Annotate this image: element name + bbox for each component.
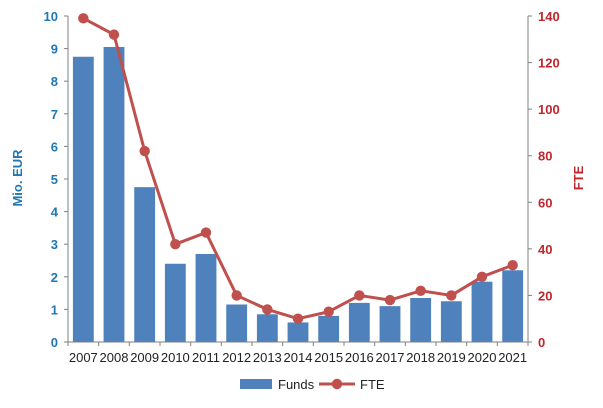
funds-bar-2013	[256, 314, 278, 342]
right-axis-title: FTE	[571, 165, 586, 190]
fte-point-2019	[446, 290, 457, 301]
left-tick-label: 4	[51, 205, 59, 220]
right-tick-label: 20	[538, 288, 552, 303]
right-tick-label: 100	[538, 102, 560, 117]
fte-point-2013	[262, 304, 273, 315]
x-tick-label: 2021	[498, 350, 527, 365]
fte-point-2009	[139, 145, 150, 157]
x-tick-label: 2017	[376, 350, 405, 365]
fte-point-2021	[507, 259, 518, 271]
fte-point-2014	[292, 313, 304, 324]
funds-bar-2015	[318, 315, 340, 342]
funds-bar-2007	[72, 56, 94, 342]
funds-bar-2020	[471, 281, 493, 342]
funds-bar-2021	[502, 270, 524, 342]
fte-point-2010	[170, 239, 181, 250]
right-tick-label: 0	[538, 335, 545, 350]
x-tick-label: 2014	[284, 350, 313, 365]
funds-bar-2012	[226, 304, 248, 342]
fte-point-2011	[200, 227, 212, 238]
x-tick-label: 2011	[192, 350, 220, 365]
left-axis-title: Mio. EUR	[10, 149, 25, 207]
legend-fte-label: FTE	[360, 377, 385, 392]
fte-point-2017	[384, 294, 396, 306]
x-tick-label: 2016	[345, 350, 374, 365]
left-tick-label: 9	[51, 42, 58, 57]
legend: Funds FTE	[240, 377, 385, 392]
x-tick-label: 2010	[161, 350, 190, 365]
funds-bar-2016	[348, 302, 370, 342]
fte-point-2012	[231, 290, 242, 301]
x-tick-label: 2008	[100, 350, 129, 365]
x-tick-label: 2013	[253, 350, 282, 365]
x-tick-label: 2012	[222, 350, 251, 365]
funds-bar-2018	[410, 297, 432, 342]
legend-fte-marker	[331, 378, 343, 390]
left-tick-label: 5	[51, 172, 58, 187]
x-tick-label: 2020	[468, 350, 497, 365]
right-tick-label: 140	[538, 9, 560, 24]
x-tick-label: 2007	[69, 350, 98, 365]
right-tick-label: 60	[538, 195, 552, 210]
left-tick-label: 3	[51, 237, 58, 252]
funds-bar-2011	[195, 253, 217, 342]
fte-point-2008	[108, 29, 120, 40]
x-tick-label: 2019	[437, 350, 466, 365]
right-axis-ticks: 0 20 40 60 80 100 120 140	[528, 9, 560, 350]
funds-bar-2008	[103, 46, 125, 342]
fte-point-2020	[476, 271, 488, 282]
x-tick-label: 2018	[406, 350, 435, 365]
x-tick-label: 2015	[314, 350, 343, 365]
left-tick-label: 2	[51, 270, 58, 285]
funds-bar-2010	[164, 263, 186, 342]
funds-bar-2017	[379, 306, 401, 342]
funds-bars	[72, 46, 524, 342]
funds-bar-2014	[287, 322, 309, 342]
fte-point-2016	[354, 290, 365, 301]
right-tick-label: 120	[538, 56, 560, 71]
left-tick-label: 10	[44, 9, 58, 24]
right-tick-label: 80	[538, 149, 552, 164]
left-tick-label: 0	[51, 335, 58, 350]
legend-funds-label: Funds	[278, 377, 315, 392]
left-tick-label: 7	[51, 107, 58, 122]
left-tick-label: 6	[51, 139, 58, 154]
legend-funds-swatch	[240, 379, 272, 389]
left-axis-ticks: 0 1 2 3 4 5 6 7 8 9 10	[44, 9, 68, 350]
fte-point-2007	[78, 13, 89, 24]
left-tick-label: 8	[51, 74, 58, 89]
right-tick-label: 40	[538, 242, 552, 257]
x-tick-label: 2009	[130, 350, 159, 365]
fte-point-2015	[323, 306, 334, 317]
funds-bar-2019	[440, 301, 462, 342]
funds-bar-2009	[134, 187, 156, 342]
fte-point-2018	[415, 285, 426, 296]
fte-line	[78, 13, 518, 324]
left-tick-label: 1	[51, 302, 58, 317]
x-axis-ticks: 2007 2008 2009 2010 2011 2012 2013 2014 2015 2016…	[67, 342, 529, 365]
